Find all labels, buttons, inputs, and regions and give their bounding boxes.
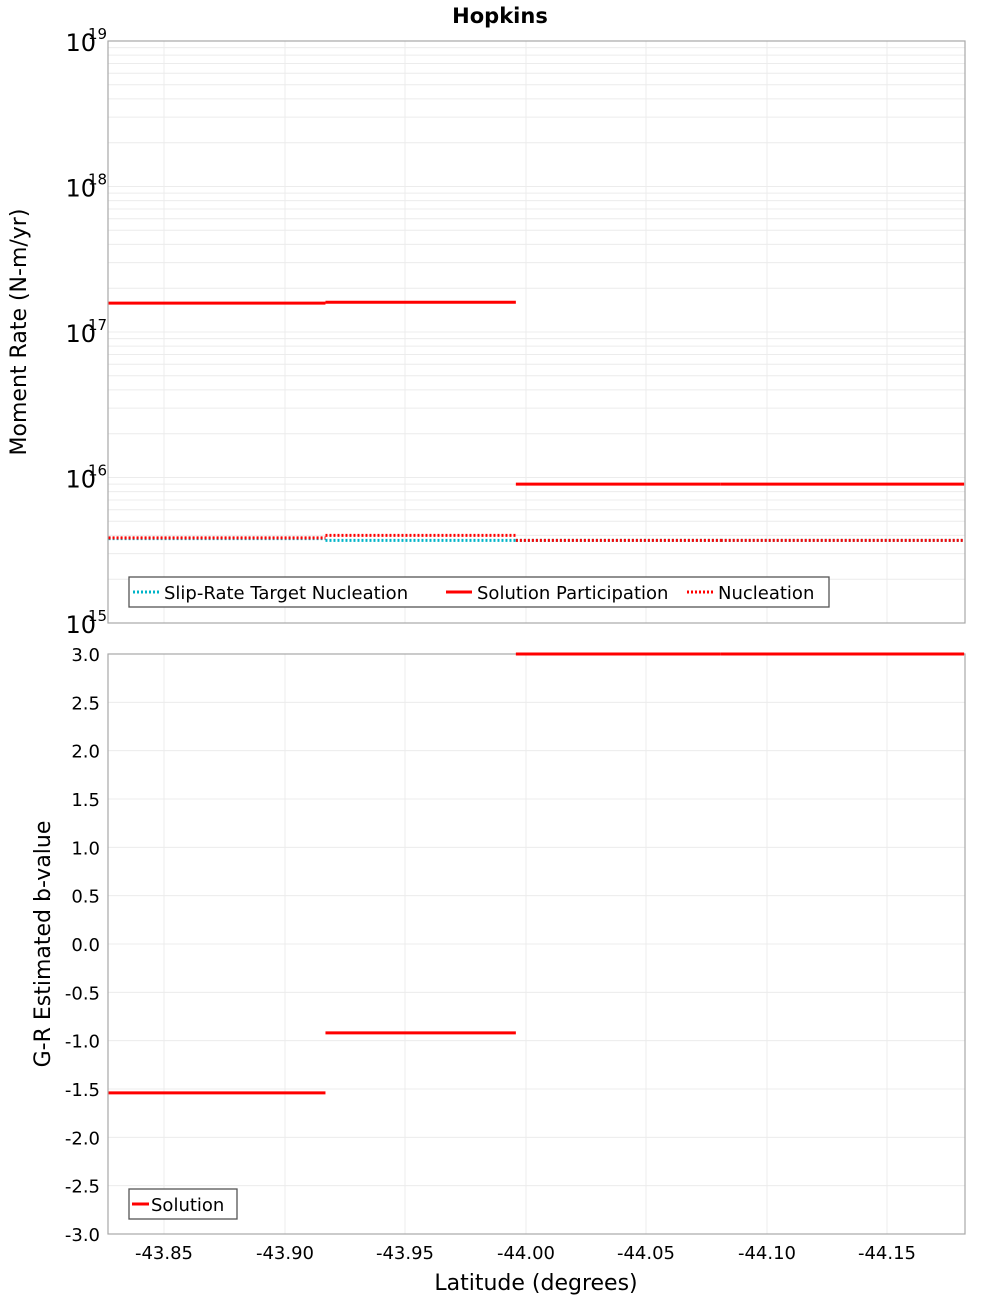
- y-tick-label: -1.0: [65, 1032, 100, 1053]
- y-tick-label: -0.5: [65, 983, 100, 1004]
- legend-entry: Solution Participation: [477, 583, 668, 604]
- y-tick-label: -2.0: [65, 1128, 100, 1149]
- legend-entry: Slip-Rate Target Nucleation: [164, 583, 408, 604]
- y-tick-exponent: 17: [88, 316, 107, 334]
- y-tick-exponent: 18: [88, 171, 107, 189]
- y-tick-exponent: 19: [88, 25, 107, 43]
- x-tick-label: -43.85: [135, 1243, 193, 1264]
- y-tick-label: 1.0: [71, 838, 100, 859]
- plot-frame: [107, 40, 966, 624]
- y-tick-label: 1.5: [71, 790, 100, 811]
- legend-bottom: Solution: [128, 1188, 238, 1220]
- legend-entry: Nucleation: [718, 583, 814, 604]
- y-tick-label: 0.5: [71, 887, 100, 908]
- y-tick-label: 10: [65, 175, 96, 203]
- y-tick-label: 10: [65, 29, 96, 57]
- y-tick-label: -3.0: [65, 1225, 100, 1246]
- x-tick-label: -44.10: [738, 1243, 796, 1264]
- y-tick-label: 10: [65, 466, 96, 494]
- b-value-plot: 3.0 2.5 2.0 1.5 1.0 0.5 0.0 -0.5 -1.0 -1.5 -2.0 -2.…: [65, 645, 966, 1264]
- chart-title: Hopkins: [452, 4, 548, 28]
- x-tick-label: -44.05: [617, 1243, 675, 1264]
- legend-top: Slip-Rate Target Nucleation Solution Part…: [128, 576, 830, 608]
- y-tick-label: 0.0: [71, 935, 100, 956]
- y-tick-label: 10: [65, 611, 96, 639]
- x-tick-label: -43.90: [256, 1243, 314, 1264]
- y-tick-label: 3.0: [71, 645, 100, 666]
- y-tick-exponent: 16: [88, 462, 107, 480]
- bottom-y-axis-label: G-R Estimated b-value: [31, 821, 56, 1068]
- legend-entry: Solution: [151, 1195, 224, 1216]
- x-tick-label: -43.95: [376, 1243, 434, 1264]
- x-tick-label: -44.15: [858, 1243, 916, 1264]
- top-y-axis-label: Moment Rate (N-m/yr): [7, 209, 32, 456]
- x-tick-label: -44.00: [497, 1243, 555, 1264]
- y-tick-label: 2.0: [71, 742, 100, 763]
- y-tick-label: -1.5: [65, 1080, 100, 1101]
- y-tick-exponent: 15: [88, 607, 107, 625]
- y-tick-label: 2.5: [71, 693, 100, 714]
- y-tick-label: 10: [65, 320, 96, 348]
- x-axis-label: Latitude (degrees): [434, 1271, 637, 1296]
- y-tick-label: -2.5: [65, 1177, 100, 1198]
